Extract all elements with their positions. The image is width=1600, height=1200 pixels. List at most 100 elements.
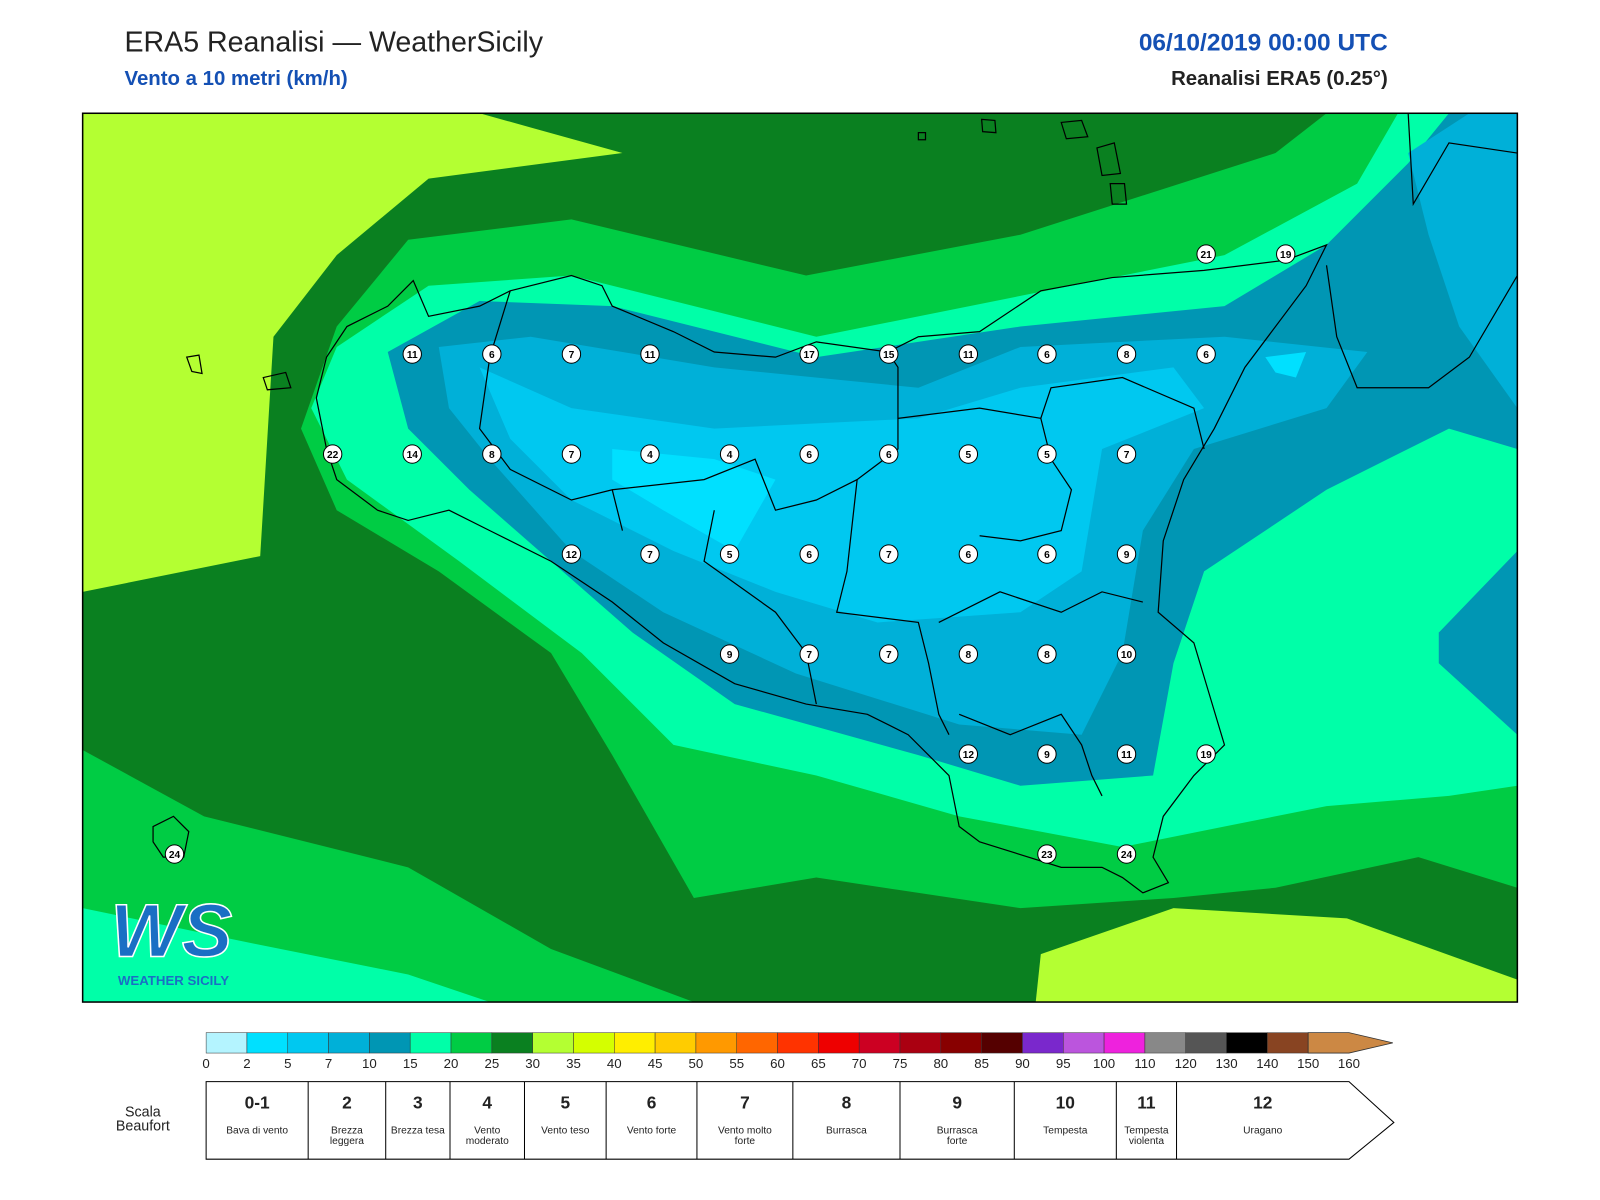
- colorbar-tick-label: 25: [484, 1056, 499, 1071]
- station-value: 24: [169, 850, 181, 861]
- map: 21 19 11 6 7 11 17 15 11 6 8 6 22 14 8 7 4 4 6 6 5 5 7 12 7 5 6 7 6 6…: [82, 113, 1518, 1003]
- station: 11: [958, 344, 979, 364]
- colorbar-tick-label: 45: [648, 1056, 663, 1071]
- colorbar-tick-label: 55: [729, 1056, 744, 1071]
- station-value: 8: [1044, 650, 1050, 661]
- beaufort-description-box: Tempesta violenta: [1124, 1126, 1169, 1147]
- station-marker: [958, 444, 979, 464]
- beaufort-scale: Scala Beaufort 0-1 Bava di vento 2 Brezza le…: [116, 1081, 1395, 1160]
- colorbar-tick-label: 70: [852, 1056, 867, 1071]
- beaufort-force: 8: [842, 1093, 852, 1113]
- island: [262, 371, 292, 391]
- station: 7: [1116, 444, 1137, 464]
- station-marker: [1037, 644, 1057, 664]
- station-value: 11: [407, 350, 418, 361]
- beaufort-description: Vento moderato: [465, 1126, 509, 1147]
- colorbar-segment: [899, 1032, 942, 1054]
- station: 8: [958, 644, 979, 664]
- contour: [1408, 113, 1518, 409]
- station-value: 7: [1124, 450, 1130, 461]
- logo-initials: WS: [111, 890, 233, 974]
- station-value: 12: [566, 550, 578, 561]
- station: 8: [1037, 644, 1057, 664]
- colorbar-segment: [818, 1032, 860, 1054]
- station-value: 6: [1203, 350, 1209, 361]
- station-value: 4: [647, 450, 653, 461]
- station: 24: [1116, 844, 1137, 864]
- station: 6: [1196, 344, 1216, 364]
- station-marker: [799, 544, 819, 564]
- station: 5: [719, 544, 740, 564]
- beaufort-description: Tempesta: [1043, 1126, 1088, 1137]
- station-value: 6: [806, 550, 812, 561]
- contour: [612, 448, 776, 552]
- station-value: 7: [806, 650, 812, 661]
- beaufort-description-box: Vento forte: [627, 1127, 676, 1137]
- station-marker: [402, 344, 422, 364]
- station: 21: [1196, 244, 1216, 264]
- beaufort-description-box: Brezza tesa: [391, 1127, 445, 1137]
- station-value: 21: [1200, 250, 1212, 261]
- beaufort-description-box: Vento molto forte: [718, 1127, 772, 1147]
- province-border: [703, 510, 817, 705]
- station-value: 6: [886, 450, 892, 461]
- beaufort-description: Tempesta violenta: [1124, 1126, 1169, 1147]
- station-value: 6: [966, 550, 972, 561]
- station-value: 23: [1041, 850, 1053, 861]
- colorbar-segment: [1307, 1032, 1393, 1054]
- station-value: 7: [569, 350, 575, 361]
- station-marker: [958, 644, 979, 664]
- station: 11: [640, 344, 660, 364]
- station-marker: [799, 644, 819, 664]
- colorbar-segment: [940, 1032, 982, 1054]
- station-marker: [561, 344, 582, 364]
- station-value: 15: [883, 350, 895, 361]
- station-value: 9: [1044, 750, 1050, 761]
- station-marker: [958, 344, 979, 364]
- contour: [82, 908, 490, 1003]
- station: 11: [402, 344, 422, 364]
- station: 7: [640, 544, 660, 564]
- colorbar-segment: [491, 1032, 533, 1054]
- beaufort-description-box: Burrasca: [826, 1127, 867, 1137]
- station-value: 6: [1044, 550, 1050, 561]
- colorbar-tick-label: 35: [566, 1056, 581, 1071]
- colorbar-tick-label: 60: [770, 1056, 785, 1071]
- station: 7: [799, 644, 819, 664]
- province-border: [612, 351, 899, 511]
- station: 24: [164, 844, 185, 864]
- station: 14: [402, 444, 422, 464]
- station-marker: [1116, 644, 1137, 664]
- beaufort-description-box: Vento moderato: [465, 1126, 509, 1147]
- station: 9: [719, 644, 740, 664]
- beaufort-description: Brezza leggera: [329, 1126, 364, 1147]
- station-marker: [402, 444, 422, 464]
- station-marker: [879, 344, 899, 364]
- colorbar-segment: [614, 1032, 656, 1054]
- colorbar-tick-label: 20: [444, 1056, 459, 1071]
- colorbar-tick-label: 2: [243, 1056, 250, 1071]
- province-border: [958, 713, 1103, 797]
- island: [1096, 142, 1122, 177]
- beaufort-description: Vento teso: [541, 1126, 590, 1137]
- colorbar-segment: [858, 1032, 901, 1054]
- station-value: 11: [963, 350, 974, 361]
- station: 6: [799, 444, 819, 464]
- colorbar-tick-label: 75: [893, 1056, 908, 1071]
- station-value: 24: [1121, 850, 1133, 861]
- station-value: 11: [1121, 750, 1132, 761]
- station: 7: [879, 544, 899, 564]
- station-marker: [482, 444, 502, 464]
- beaufort-force: 12: [1253, 1093, 1272, 1113]
- station: 9: [1116, 544, 1137, 564]
- station-value: 6: [806, 450, 812, 461]
- station-marker: [879, 644, 899, 664]
- province-border: [938, 591, 1144, 623]
- station-value: 19: [1280, 250, 1292, 261]
- colorbar-segment: [287, 1032, 329, 1054]
- station: 6: [1037, 544, 1057, 564]
- calabria-coast: [1407, 113, 1518, 207]
- station-marker: [164, 844, 185, 864]
- beaufort-description-box: Uragano: [1243, 1127, 1282, 1137]
